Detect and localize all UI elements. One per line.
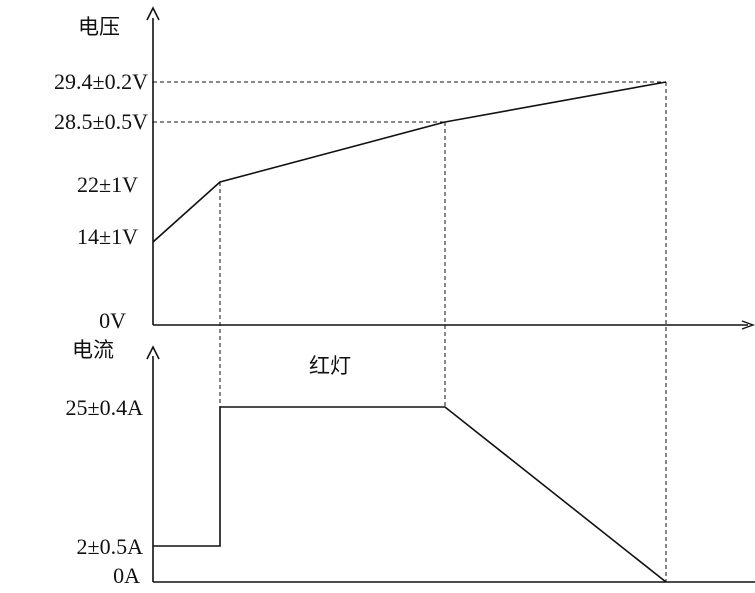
voltage-y-axis-arrow [146, 6, 160, 21]
tick-label-a25: 25±0.4A [66, 395, 144, 420]
voltage-curve [152, 81, 667, 243]
voltage-x-axis-arrow [741, 320, 755, 330]
red-light-annotation: 红灯 [309, 354, 351, 378]
tick-label-v22: 22±1V [77, 172, 138, 197]
voltage-panel: 电压 29.4±0.2V 28.5±0.5V 22±1V 14±1V 0V [54, 6, 755, 333]
tick-label-v0: 0V [99, 308, 126, 333]
current-y-axis-arrow [146, 345, 160, 360]
current-axis-label: 电流 [72, 338, 114, 362]
tick-label-v294: 29.4±0.2V [54, 69, 148, 94]
current-curve [153, 406, 667, 583]
phase-dividers [219, 82, 667, 582]
tick-label-a2: 2±0.5A [77, 534, 144, 559]
voltage-axis-label: 电压 [78, 15, 120, 39]
tick-label-v285: 28.5±0.5V [54, 109, 148, 134]
tick-label-a0: 0A [113, 563, 140, 588]
tick-label-v14: 14±1V [77, 224, 138, 249]
current-panel: 电流 红灯 25±0.4A 2±0.5A 0A [66, 338, 755, 588]
